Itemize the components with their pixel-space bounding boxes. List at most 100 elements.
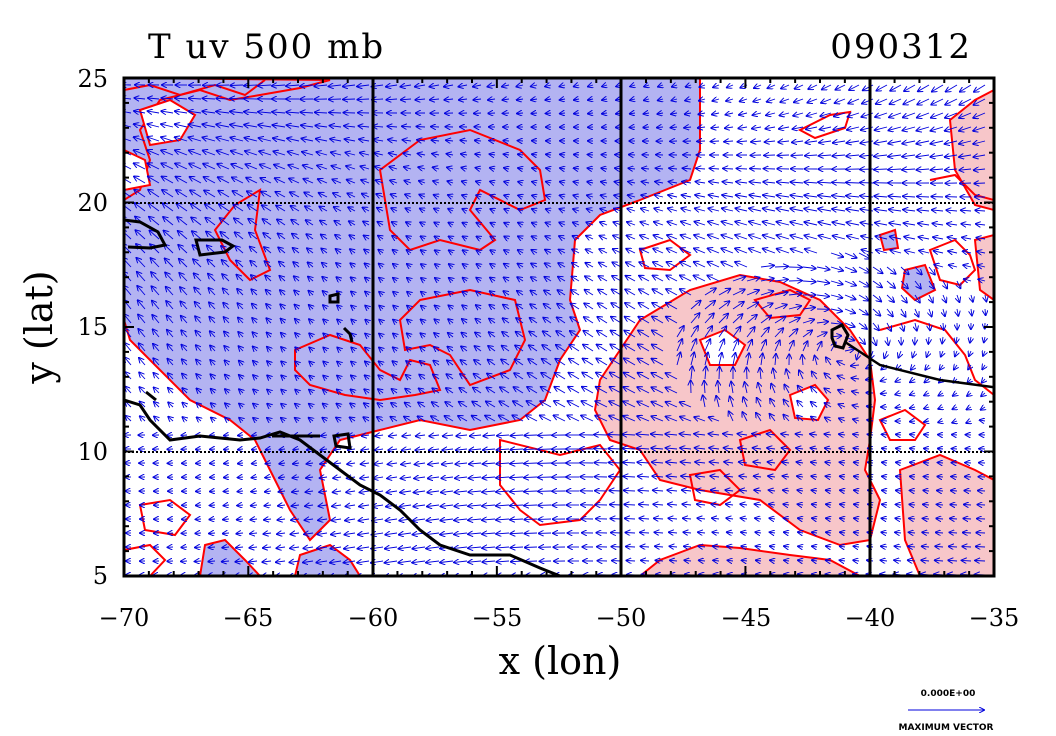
wind-vector bbox=[475, 140, 482, 141]
wind-vector bbox=[314, 85, 328, 86]
wind-vector bbox=[780, 99, 790, 102]
wind-vector bbox=[573, 195, 580, 197]
wind-vector bbox=[252, 435, 257, 436]
wind-vector bbox=[386, 85, 398, 87]
wind-vector bbox=[238, 435, 243, 436]
y-tick-label: 20 bbox=[77, 189, 108, 217]
wind-vector bbox=[357, 85, 370, 87]
wind-vector bbox=[708, 208, 720, 211]
wind-vector bbox=[286, 85, 300, 86]
wind-vector bbox=[291, 206, 300, 212]
wind-vector bbox=[931, 98, 944, 105]
date-code: 090312 bbox=[830, 27, 972, 67]
wind-vector bbox=[361, 166, 370, 169]
wind-vector bbox=[306, 220, 314, 225]
wind-vector bbox=[777, 195, 790, 197]
wind-vector bbox=[763, 195, 776, 197]
wind-vector bbox=[804, 182, 818, 183]
wind-vector bbox=[377, 208, 384, 211]
wind-vector bbox=[833, 141, 846, 143]
wind-vector bbox=[444, 85, 454, 87]
wind-vector bbox=[348, 207, 356, 211]
wind-vector bbox=[699, 85, 706, 87]
wind-vector bbox=[403, 140, 412, 141]
wind-vector bbox=[946, 84, 958, 92]
wind-vector bbox=[419, 195, 425, 197]
wind-vector bbox=[889, 112, 902, 117]
wind-vector bbox=[931, 197, 944, 198]
wind-vector bbox=[672, 99, 678, 101]
wind-vector bbox=[685, 113, 692, 114]
wind-vector bbox=[959, 141, 972, 144]
wind-vector bbox=[230, 85, 244, 86]
wind-vector bbox=[627, 561, 636, 562]
wind-vector bbox=[176, 190, 188, 198]
wind-vector bbox=[699, 99, 706, 101]
wind-vector bbox=[359, 126, 370, 127]
wind-vector bbox=[389, 153, 398, 155]
wind-vector bbox=[791, 155, 804, 156]
wind-vector bbox=[874, 196, 888, 197]
wind-vector bbox=[203, 98, 216, 99]
wind-vector bbox=[804, 222, 818, 225]
wind-vector bbox=[683, 168, 692, 169]
wind-vector bbox=[832, 209, 846, 211]
wind-vector bbox=[446, 140, 454, 141]
wind-vector bbox=[237, 505, 244, 506]
wind-vector bbox=[889, 209, 902, 211]
wind-vector bbox=[642, 182, 650, 183]
wind-vector bbox=[388, 140, 398, 141]
wind-vector bbox=[462, 195, 467, 197]
wind-vector bbox=[320, 221, 328, 225]
wind-vector bbox=[489, 141, 496, 142]
wind-vector bbox=[189, 124, 202, 127]
wind-vector bbox=[874, 169, 888, 170]
wind-vector bbox=[560, 99, 565, 100]
wind-vector bbox=[248, 205, 258, 212]
wind-vector bbox=[654, 208, 664, 211]
wind-vector bbox=[846, 196, 860, 197]
wind-vector bbox=[763, 222, 776, 225]
wind-vector bbox=[202, 111, 216, 113]
wind-vector bbox=[224, 505, 230, 506]
wind-vector bbox=[134, 150, 146, 156]
wind-vector bbox=[238, 477, 244, 478]
wind-vector bbox=[192, 231, 202, 240]
wind-vector bbox=[902, 169, 916, 170]
wind-vector bbox=[276, 206, 286, 212]
wind-vector bbox=[960, 84, 972, 92]
wind-vector bbox=[461, 154, 468, 155]
wind-vector bbox=[524, 477, 538, 478]
wind-vector bbox=[272, 85, 286, 86]
wind-vector bbox=[931, 127, 944, 131]
wind-vector bbox=[588, 99, 593, 100]
wind-vector bbox=[258, 125, 272, 127]
wind-vector bbox=[504, 168, 509, 169]
wind-vector bbox=[794, 99, 804, 102]
wind-vector bbox=[601, 182, 608, 183]
wind-vector bbox=[490, 237, 495, 240]
wind-vector bbox=[974, 84, 986, 92]
wind-vector bbox=[719, 367, 720, 380]
wind-vector bbox=[882, 462, 887, 463]
wind-vector bbox=[374, 153, 384, 155]
map-title: T uv 500 mb bbox=[148, 27, 385, 67]
wind-vector bbox=[149, 203, 160, 212]
wind-vector bbox=[238, 491, 244, 492]
wind-vector bbox=[220, 218, 230, 226]
wind-vector bbox=[916, 155, 930, 157]
wind-vector bbox=[962, 560, 972, 561]
wind-vector bbox=[189, 150, 202, 156]
wind-vector bbox=[628, 195, 636, 197]
wind-vector bbox=[931, 169, 944, 170]
wind-vector bbox=[189, 98, 202, 99]
wind-vector bbox=[216, 111, 230, 113]
wind-vector bbox=[189, 164, 202, 170]
wind-vector bbox=[447, 167, 454, 169]
wind-vector bbox=[959, 169, 972, 170]
wind-vector bbox=[406, 208, 411, 211]
wind-vector bbox=[560, 154, 565, 155]
y-tick-label: 15 bbox=[77, 313, 108, 341]
wind-vector bbox=[821, 99, 832, 103]
wind-vector bbox=[488, 99, 496, 100]
